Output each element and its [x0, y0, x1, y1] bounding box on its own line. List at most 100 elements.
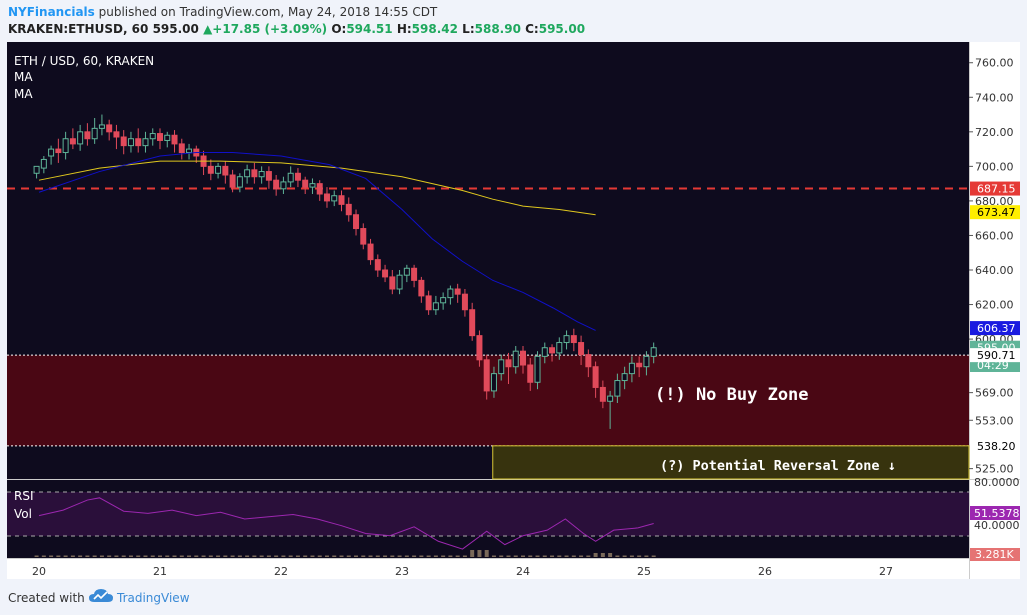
close-label: C:	[525, 22, 539, 36]
candle-body	[425, 295, 432, 311]
candle-body	[534, 355, 541, 383]
price-tick-label: 640.00	[975, 264, 1014, 277]
candle-body	[229, 174, 236, 188]
price-label-text: 606.37	[977, 322, 1016, 335]
rsi-label[interactable]: RSI	[14, 489, 34, 503]
volume-bar	[317, 555, 322, 557]
time-axis-background	[7, 558, 969, 579]
volume-bar	[535, 555, 540, 557]
potential-reversal-zone[interactable]	[492, 445, 970, 480]
candle-body	[505, 359, 512, 368]
candle-body	[127, 138, 134, 147]
candle-body	[207, 165, 214, 174]
volume-bar	[375, 555, 380, 557]
candle-body	[302, 179, 309, 188]
volume-bar	[78, 555, 83, 557]
volume-bar	[390, 555, 395, 557]
symbol-label: KRAKEN:ETHUSD, 60	[8, 22, 149, 36]
publish-info: published on TradingView.com, May 24, 20…	[94, 5, 438, 19]
volume-bar	[179, 555, 184, 557]
price-label-badge	[970, 181, 1020, 196]
price-label-badge	[970, 438, 1020, 453]
volume-bar	[433, 555, 438, 557]
candle-body	[98, 124, 105, 129]
time-axis[interactable]: 20 21 22 23 24 25 26 27	[32, 565, 893, 578]
candle-body	[244, 169, 251, 178]
chart-header: NYFinancials published on TradingView.co…	[0, 0, 1027, 42]
time-tick-label: 23	[395, 565, 409, 578]
volume-bar	[448, 555, 453, 557]
close-value: 595.00	[538, 22, 586, 36]
candle-body	[490, 373, 497, 392]
price-tick-label: 620.00	[975, 299, 1014, 312]
volume-bar	[230, 555, 235, 557]
created-with-text: Created with	[8, 591, 85, 605]
candle-body	[643, 355, 650, 368]
candle-body	[77, 131, 84, 145]
time-tick-label: 27	[879, 565, 893, 578]
rsi-band	[7, 492, 969, 536]
volume-bar	[252, 555, 257, 557]
candle-body	[142, 138, 149, 147]
price-chart[interactable]: (!) No Buy Zone (?) Potential Reversal Z…	[7, 42, 1020, 579]
candle-body	[280, 181, 287, 190]
price-labels: 687.15673.47606.37595.0004:29590.71538.2…	[970, 181, 1020, 453]
legend-ma-1[interactable]: MA	[14, 70, 33, 84]
volume-bar	[92, 555, 97, 557]
candle-body	[345, 203, 352, 216]
candle-body	[120, 136, 127, 147]
ma-slow-line[interactable]	[38, 160, 596, 216]
candle-body	[563, 335, 570, 344]
candle-body	[316, 183, 323, 195]
volume-bar	[542, 555, 547, 557]
legend-ma-2[interactable]: MA	[14, 87, 33, 101]
candle-body	[251, 169, 258, 178]
low-value: 588.90	[474, 22, 521, 36]
candle-body	[454, 288, 461, 295]
volume-bar	[615, 555, 620, 557]
candle-body	[469, 309, 476, 337]
ma-fast-line[interactable]	[38, 152, 596, 331]
volume-bar	[216, 555, 221, 557]
volume-bar	[150, 555, 155, 557]
price-axis-background	[969, 42, 1020, 579]
price-label-text: 04:29	[977, 359, 1009, 372]
price-label-text: 673.47	[977, 206, 1016, 219]
volume-bar	[593, 553, 598, 557]
volume-bar	[571, 555, 576, 557]
volume-bar	[462, 555, 467, 557]
volume-bar	[274, 555, 279, 557]
volume-value: 3.281K	[975, 548, 1014, 561]
candle-body	[287, 172, 294, 183]
candle-body	[236, 176, 243, 188]
candle-body	[374, 259, 381, 271]
price-tick-label: 553.00	[975, 414, 1014, 427]
rsi-line[interactable]	[38, 497, 654, 550]
candle-body	[607, 395, 614, 402]
author-link[interactable]: NYFinancials	[8, 5, 95, 19]
volume-bar	[506, 555, 511, 557]
price-tick-label: 525.00	[975, 463, 1014, 476]
volume-bar	[644, 555, 649, 557]
volume-bar	[187, 555, 192, 557]
volume-bar	[470, 550, 475, 557]
candle-body	[549, 347, 556, 354]
candle-body	[294, 172, 301, 181]
candle-body	[353, 214, 360, 230]
candle-body	[541, 347, 548, 357]
volume-bar	[564, 555, 569, 557]
volume-bar	[172, 555, 177, 557]
volume-bar	[528, 555, 533, 557]
volume-bar	[303, 555, 308, 557]
candle-body	[570, 335, 577, 344]
volume-bar	[56, 555, 61, 557]
time-tick-label: 20	[32, 565, 46, 578]
tradingview-link[interactable]: TradingView	[117, 591, 190, 605]
candle-body	[498, 359, 505, 375]
chart-container[interactable]: (!) No Buy Zone (?) Potential Reversal Z…	[7, 42, 1020, 579]
vol-label[interactable]: Vol	[14, 507, 32, 521]
candle-body	[556, 342, 563, 354]
candle-body	[33, 165, 40, 174]
volume-bar	[629, 555, 634, 557]
candle-body	[215, 165, 222, 174]
